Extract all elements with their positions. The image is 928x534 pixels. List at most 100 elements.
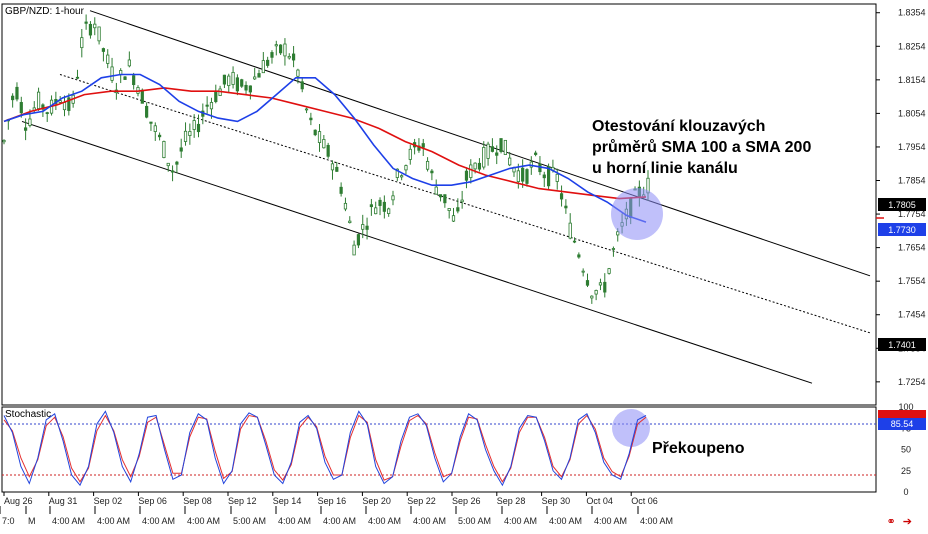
candle-body: [127, 59, 131, 67]
candle-body: [28, 118, 32, 126]
price-tick-label: 1.7254: [898, 377, 926, 387]
candle-body: [45, 112, 49, 115]
chart-title: GBP/NZD: 1-hour: [5, 6, 85, 17]
stochastic-label: Stochastic: [5, 409, 51, 420]
price-tag-bg: [878, 338, 926, 351]
time-label: 4:00 AM: [504, 516, 537, 526]
candle-body: [559, 193, 564, 200]
candle-body: [603, 281, 607, 293]
candle-body: [84, 21, 88, 24]
stochastic-tick-label: 25: [901, 466, 911, 476]
date-label: Sep 12: [228, 496, 257, 506]
candle-body: [313, 129, 317, 136]
price-tick-label: 1.8154: [898, 75, 926, 85]
price-tick-label: 1.8054: [898, 108, 926, 118]
time-label: 4:00 AM: [142, 516, 175, 526]
candle-body: [503, 139, 507, 155]
candle-body: [443, 194, 447, 204]
candle-body: [2, 139, 6, 143]
candle-body: [447, 208, 451, 211]
candle-body: [67, 97, 71, 111]
price-tag-label: 1.7730: [888, 225, 916, 235]
date-label: Sep 16: [318, 496, 347, 506]
date-label: Sep 22: [407, 496, 436, 506]
candle-body: [456, 207, 460, 212]
candle-body: [227, 75, 231, 87]
sma-100-line: [3, 73, 647, 223]
candle-body: [590, 295, 594, 299]
candle-body: [188, 131, 192, 136]
candle-body: [365, 225, 369, 230]
candle-body: [521, 167, 525, 182]
candle-body: [257, 73, 261, 78]
stochastic-tick-label: 50: [901, 445, 911, 455]
candle-body: [555, 173, 559, 182]
candle-body: [361, 224, 365, 230]
candle-body: [477, 162, 482, 170]
candle-body: [335, 166, 339, 172]
candle-body: [369, 204, 373, 208]
candle-body: [391, 195, 395, 201]
candle-body: [162, 141, 166, 158]
sma-200-line: [3, 87, 647, 200]
price-tick-label: 1.8254: [898, 41, 926, 51]
candle-body: [58, 100, 62, 103]
time-label: 7:0: [2, 516, 15, 526]
chart-toolbar: ⚭ ➔: [883, 515, 913, 528]
price-tick-label: 1.7754: [898, 209, 926, 219]
annotation-overbought: Překoupeno: [652, 440, 745, 457]
candle-body: [585, 280, 590, 286]
candle-body: [15, 86, 19, 100]
time-label: 4:00 AM: [52, 516, 85, 526]
candle-body: [205, 104, 209, 107]
time-label: 5:00 AM: [233, 516, 266, 526]
candle-body: [404, 165, 408, 171]
candle-body: [166, 162, 170, 167]
price-tick-label: 1.7854: [898, 176, 926, 186]
candle-body: [516, 170, 520, 182]
candle-body: [577, 254, 581, 258]
candle-body: [352, 244, 356, 256]
candle-body: [421, 143, 425, 148]
candle-body: [395, 168, 399, 178]
price-tick-label: 1.8354: [898, 8, 926, 18]
price-tag-label: 1.7401: [888, 340, 916, 350]
candle-body: [508, 157, 512, 166]
candle-body: [283, 43, 287, 57]
link-icon[interactable]: ⚭: [886, 516, 896, 528]
candle-body: [460, 199, 464, 203]
time-label: 4:00 AM: [413, 516, 446, 526]
candle-body: [317, 131, 322, 143]
time-label: 4:00 AM: [278, 516, 311, 526]
candle-body: [304, 108, 309, 111]
price-tick-label: 1.7954: [898, 142, 926, 152]
shift-icon[interactable]: ➔: [902, 516, 912, 528]
candle-body: [330, 163, 335, 171]
candle-body: [542, 174, 546, 179]
candle-body: [266, 59, 270, 66]
date-label: Sep 14: [273, 496, 302, 506]
candle-body: [400, 175, 404, 178]
stochastic-current-value: 85.54: [891, 419, 914, 429]
candle-body: [222, 74, 227, 85]
candle-body: [75, 76, 80, 79]
candle-body: [235, 77, 239, 92]
price-panel: [1, 3, 877, 406]
date-label: Sep 30: [542, 496, 571, 506]
candle-body: [106, 54, 110, 64]
annotation-sma-test: Otestování klouzavých: [592, 118, 765, 135]
time-label: 4:00 AM: [187, 516, 220, 526]
candle-body: [11, 95, 15, 101]
candle-body: [196, 123, 201, 133]
candle-body: [309, 117, 313, 121]
candle-body: [80, 37, 84, 49]
annotation-sma-test: průměrů SMA 100 a SMA 200: [592, 139, 811, 156]
candle-body: [408, 148, 412, 160]
candle-body: [525, 169, 529, 184]
candle-body: [499, 138, 503, 152]
candle-body: [253, 76, 257, 80]
channel-upper-line: [89, 10, 871, 277]
candle-body: [97, 26, 101, 42]
candle-body: [261, 60, 265, 74]
candle-body: [274, 44, 278, 47]
